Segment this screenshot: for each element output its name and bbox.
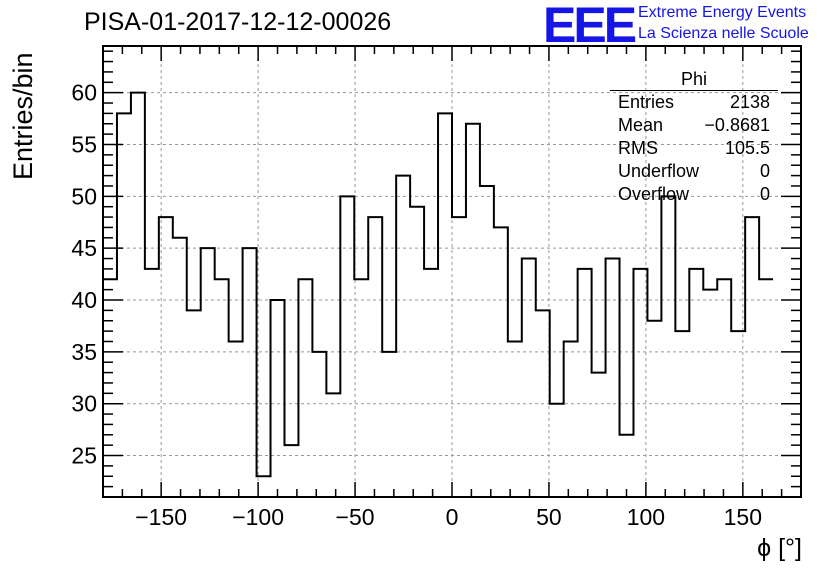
stats-value: −0.8681 — [704, 115, 770, 135]
stats-row-rms: RMS 105.5 — [610, 137, 776, 160]
stats-label: Overflow — [618, 184, 690, 204]
stats-label: RMS — [618, 138, 658, 158]
y-axis-label: Entries/bin — [8, 52, 38, 180]
stats-label: Entries — [618, 92, 675, 112]
stats-value: 105.5 — [724, 138, 770, 158]
stats-name: Phi — [610, 68, 778, 91]
stats-row-underflow: Underflow 0 — [610, 160, 776, 183]
x-tick-label: −150 — [135, 504, 187, 530]
plot-frame — [102, 45, 802, 498]
x-tick-label: 150 — [724, 504, 762, 530]
y-tick-label: 30 — [71, 391, 97, 417]
x-tick-label: 0 — [446, 504, 459, 530]
y-tick-label: 40 — [71, 287, 97, 313]
y-tick-label: 45 — [71, 235, 97, 261]
x-axis-label: ϕ [°] — [757, 534, 802, 562]
x-tick-label: −100 — [232, 504, 284, 530]
histogram-line — [103, 91, 774, 478]
stats-value: 2138 — [729, 92, 770, 112]
stats-label: Mean — [618, 115, 664, 135]
y-tick-label: 60 — [71, 80, 97, 106]
logo-subtitle-1: Extreme Energy Events — [638, 4, 807, 21]
stats-value: 0 — [759, 161, 770, 181]
chart-title: PISA-01-2017-12-12-00026 — [84, 8, 392, 36]
tick-labels: −150 −100 −50 0 50 100 150 25 30 35 40 45 50 55 60 — [71, 80, 762, 530]
stats-value: 0 — [759, 184, 770, 204]
stats-row-mean: Mean −0.8681 — [610, 114, 776, 137]
eee-logo: EEE — [543, 0, 637, 53]
y-tick-label: 50 — [71, 183, 97, 209]
stats-row-overflow: Overflow 0 — [610, 183, 776, 206]
x-tick-label: 100 — [627, 504, 665, 530]
logo-subtitle-2: La Scienza nelle Scuole — [638, 25, 809, 42]
axis-ticks — [102, 46, 802, 498]
stats-label: Underflow — [618, 161, 700, 181]
x-tick-label: −50 — [336, 504, 375, 530]
y-tick-label: 25 — [71, 443, 97, 469]
stats-box: Phi Entries 2138 Mean −0.8681 RMS 105.5 … — [610, 68, 778, 206]
y-tick-label: 55 — [71, 131, 97, 157]
stats-row-entries: Entries 2138 — [610, 91, 776, 114]
x-tick-label: 50 — [536, 504, 562, 530]
y-tick-label: 35 — [71, 339, 97, 365]
